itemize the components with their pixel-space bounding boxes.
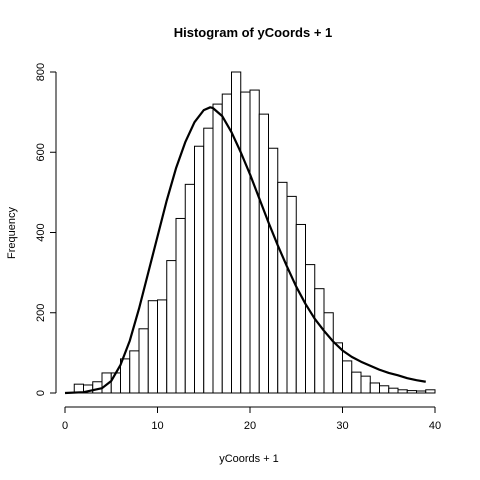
x-tick-label-2: 20 <box>244 420 256 432</box>
y-tick-label-1: 200 <box>35 304 47 322</box>
histogram-bar-38 <box>425 389 436 394</box>
x-tick-label-3: 30 <box>336 420 348 432</box>
histogram-bar-36 <box>406 390 417 394</box>
histogram-bar-34 <box>388 387 399 394</box>
histogram-bar-8 <box>147 300 158 394</box>
y-tick-label-4: 800 <box>35 63 47 81</box>
x-axis-label: yCoords + 1 <box>219 453 279 465</box>
histogram-bar-22 <box>277 181 288 394</box>
x-axis: 0 10 20 30 40 <box>62 406 441 432</box>
histogram-bar-20 <box>258 113 269 394</box>
histogram-bar-25 <box>305 264 316 394</box>
histogram-bars <box>73 71 436 394</box>
histogram-bar-15 <box>212 103 223 394</box>
density-curve <box>64 106 426 395</box>
histogram-bar-14 <box>203 127 214 394</box>
histogram-bar-16 <box>221 93 232 394</box>
histogram-bar-37 <box>416 390 427 394</box>
histogram-bar-12 <box>184 183 195 394</box>
x-tick-label-1: 10 <box>151 420 163 432</box>
y-tick-label-2: 400 <box>35 223 47 241</box>
histogram-bar-29 <box>342 360 353 394</box>
y-axis-label: Frequency <box>6 207 18 259</box>
histogram-bar-32 <box>369 382 380 394</box>
histogram-bar-27 <box>323 312 334 394</box>
y-axis: 0 200 400 600 800 <box>35 63 57 396</box>
histogram-bar-9 <box>157 299 168 394</box>
histogram-bar-31 <box>360 375 371 394</box>
density-curve-layer <box>64 106 426 395</box>
histogram-bar-21 <box>268 147 279 394</box>
histogram-bar-19 <box>249 89 260 394</box>
x-tick-label-0: 0 <box>62 420 68 432</box>
histogram-bar-18 <box>240 91 251 394</box>
histogram-bar-33 <box>379 385 390 394</box>
histogram-bar-13 <box>194 145 205 394</box>
x-tick-label-4: 40 <box>429 420 441 432</box>
histogram-bar-11 <box>175 217 186 394</box>
histogram-bar-6 <box>129 350 140 394</box>
histogram-bar-4 <box>110 372 121 394</box>
histogram-bar-17 <box>231 71 242 394</box>
histogram-bar-35 <box>397 389 408 394</box>
histogram-bar-26 <box>314 288 325 394</box>
histogram-bar-23 <box>286 195 297 394</box>
y-tick-label-0: 0 <box>35 390 47 396</box>
histogram-bar-24 <box>295 223 306 394</box>
histogram-bar-7 <box>138 328 149 394</box>
y-tick-label-3: 600 <box>35 143 47 161</box>
histogram-bar-10 <box>166 260 177 394</box>
histogram-bar-30 <box>351 371 362 394</box>
chart-title: Histogram of yCoords + 1 <box>174 25 333 40</box>
